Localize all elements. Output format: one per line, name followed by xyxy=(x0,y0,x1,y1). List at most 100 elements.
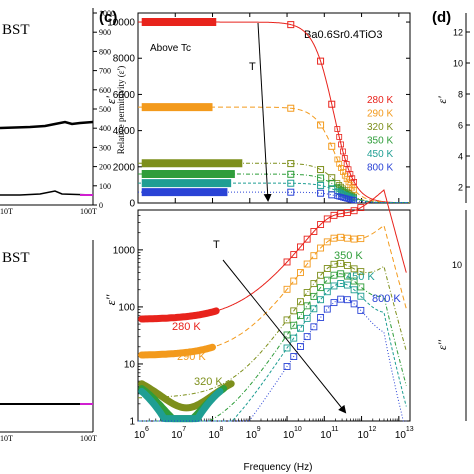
left-top-ytick-label: 900 xyxy=(99,28,111,37)
left-top-ytick-label: 800 xyxy=(99,47,111,56)
panel-d-ytick-label: 8 xyxy=(458,90,463,100)
bottom-data-point xyxy=(357,283,365,291)
bottom-data-point xyxy=(283,316,291,324)
x-tick-label: 10 xyxy=(320,430,332,441)
x-tick-exponent: 13 xyxy=(406,426,414,433)
top-data-point xyxy=(351,186,358,193)
panel-d-ytick-label: 2 xyxy=(458,183,463,193)
left-top-ylabel: Relative permittivity (ε') xyxy=(116,66,126,154)
top-legend-290K: 290 K xyxy=(367,109,393,120)
bottom-data-band-290K xyxy=(138,343,216,359)
bottom-data-point xyxy=(323,215,331,223)
x-tick-exponent: 11 xyxy=(331,426,338,433)
bottom-data-point xyxy=(297,324,304,332)
bottom-data-point xyxy=(337,270,345,278)
x-tick-label: 10 xyxy=(209,430,221,441)
bottom-data-point xyxy=(357,204,365,212)
bottom-data-point xyxy=(283,258,291,266)
left-top-xtick-100t: 100T xyxy=(80,207,97,216)
bottom-data-band-280K xyxy=(138,307,220,323)
bottom-data-point xyxy=(297,312,304,319)
bottom-data-point xyxy=(350,207,358,215)
top-data-point xyxy=(340,148,346,155)
x-tick-exponent: 7 xyxy=(182,426,186,433)
panel-d-ytick-label: 12 xyxy=(453,28,463,38)
top-ytick-label: 10000 xyxy=(107,18,135,29)
top-data-point xyxy=(351,179,358,185)
bottom-data-point xyxy=(297,243,304,251)
left-bottom-tag: BST xyxy=(2,250,30,266)
bottom-data-point xyxy=(330,299,338,307)
bottom-yticks: 1 10 100 1000 xyxy=(113,209,143,428)
left-top-ytick-label: 300 xyxy=(99,143,111,152)
top-data-point xyxy=(341,155,348,161)
bottom-series xyxy=(138,189,407,423)
bottom-data-band-450K xyxy=(138,387,224,423)
top-data-point xyxy=(287,160,295,168)
bottom-data-point xyxy=(303,235,311,243)
left-top-tag: BST xyxy=(2,22,30,38)
bottom-data-point xyxy=(337,259,345,267)
bottom-data-point xyxy=(350,265,358,273)
top-data-point xyxy=(317,166,325,174)
bottom-data-point xyxy=(290,334,298,342)
bottom-data-point xyxy=(337,233,345,241)
bottom-data-point xyxy=(317,244,325,252)
top-data-point xyxy=(347,196,354,203)
panel-d-tick-10: 10 xyxy=(452,260,462,270)
bottom-data-point xyxy=(337,210,345,218)
top-ytick-label: 4000 xyxy=(113,126,136,137)
bottom-data-point xyxy=(350,277,358,285)
bottom-data-point xyxy=(357,306,365,314)
panel-d-ylabel-top: ε' xyxy=(435,96,449,104)
bottom-data-point xyxy=(297,298,304,306)
top-data-point xyxy=(328,191,336,199)
bottom-data-point xyxy=(310,305,318,313)
x-axis-label: Frequency (Hz) xyxy=(244,462,313,473)
bottom-data-point xyxy=(343,296,351,304)
bottom-data-point xyxy=(290,277,298,285)
bottom-data-point xyxy=(317,221,325,228)
bottom-data-point xyxy=(283,344,291,352)
bottom-data-point xyxy=(310,323,318,331)
bottom-data-point xyxy=(283,331,291,339)
bottom-data-point xyxy=(343,209,351,217)
top-legend-350K: 350 K xyxy=(367,136,393,147)
bottom-data-point xyxy=(290,251,298,259)
x-tick-exponent: 9 xyxy=(257,426,261,433)
bottom-data-point xyxy=(330,211,338,219)
top-data-point xyxy=(317,121,325,129)
panel-d-yticks: 12 10 8 6 4 2 xyxy=(453,28,470,193)
panel-d-ytick-label: 4 xyxy=(458,152,463,162)
top-data-point xyxy=(287,170,295,178)
top-data-point xyxy=(336,134,343,140)
bottom-data-point xyxy=(297,343,304,350)
bottom-data-point xyxy=(317,296,325,304)
bottom-fit-curve-450K xyxy=(138,283,407,422)
top-temperature-arrow xyxy=(257,22,272,202)
top-legend-800K: 800 K xyxy=(367,163,393,174)
top-data-point xyxy=(340,169,346,175)
top-fit-curve-290K xyxy=(138,106,410,203)
bottom-ytick-label: 1000 xyxy=(113,245,136,256)
left-top-ytick-label: 200 xyxy=(99,163,111,172)
bottom-data-point xyxy=(330,234,338,242)
bottom-fit-curve-350K xyxy=(138,273,407,422)
panel-d-partial: (d) 12 10 8 6 4 2 ε' ε'' 10 xyxy=(432,9,470,421)
bottom-ylabel: ε'' xyxy=(103,294,118,305)
x-tick-exponent: 10 xyxy=(294,426,302,433)
bottom-legend-290K: 290 K xyxy=(177,351,206,363)
top-legend-280K: 280 K xyxy=(367,95,393,106)
bottom-fit-curve-320K xyxy=(138,262,407,399)
bottom-data-point xyxy=(343,262,351,269)
panel-d-ytick-label: 6 xyxy=(458,121,463,131)
bottom-data-point xyxy=(337,295,345,303)
bottom-data-point xyxy=(330,271,338,279)
bottom-data-point xyxy=(330,260,338,268)
top-data-point xyxy=(338,183,344,190)
bottom-fit-curve-280K xyxy=(138,189,407,320)
top-data-point xyxy=(336,160,343,167)
panel-c-label: (c) xyxy=(99,9,117,26)
